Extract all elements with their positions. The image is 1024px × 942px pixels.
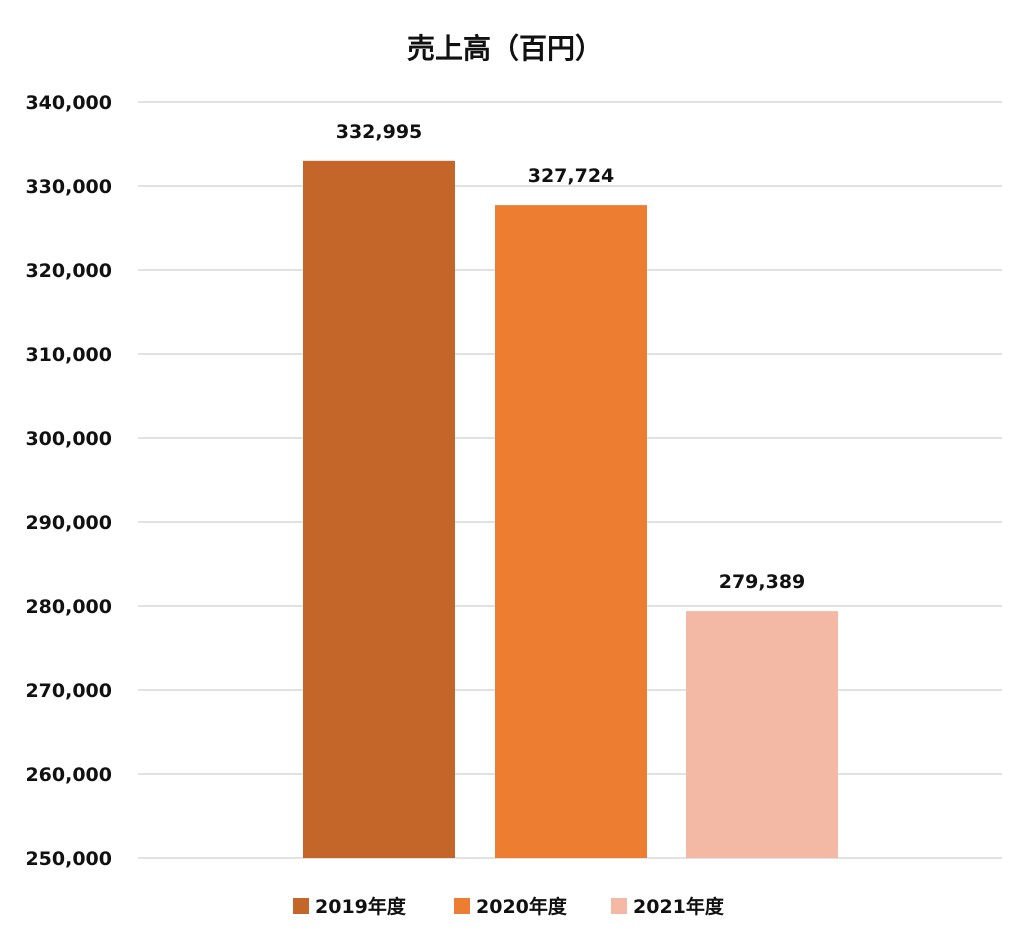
- legend-swatch: [454, 898, 470, 914]
- bar: [495, 205, 647, 858]
- y-tick-label: 330,000: [25, 176, 112, 198]
- y-tick-label: 300,000: [25, 428, 112, 450]
- y-tick-label: 310,000: [25, 344, 112, 366]
- bar: [686, 611, 838, 858]
- y-axis-tick-labels: 250,000 260,000 270,000 280,000 290,000 300,0…: [25, 92, 112, 870]
- data-label: 327,724: [528, 165, 615, 187]
- data-labels: 332,995 327,724 279,389: [336, 121, 806, 593]
- y-tick-label: 280,000: [25, 596, 112, 618]
- chart-title: 売上高（百円）: [407, 32, 603, 65]
- legend-label: 2019年度: [315, 895, 407, 918]
- legend-label: 2021年度: [633, 895, 725, 918]
- legend: 2019年度 2020年度 2021年度: [293, 895, 725, 918]
- data-label: 279,389: [719, 571, 806, 593]
- y-tick-label: 250,000: [25, 848, 112, 870]
- legend-swatch: [611, 898, 627, 914]
- y-tick-label: 290,000: [25, 512, 112, 534]
- bars: [303, 160, 838, 859]
- data-label: 332,995: [336, 121, 423, 143]
- y-tick-label: 270,000: [25, 680, 112, 702]
- y-tick-label: 320,000: [25, 260, 112, 282]
- bar: [303, 160, 455, 859]
- y-tick-label: 260,000: [25, 764, 112, 786]
- y-tick-label: 340,000: [25, 92, 112, 114]
- legend-label: 2020年度: [476, 895, 568, 918]
- legend-swatch: [293, 898, 309, 914]
